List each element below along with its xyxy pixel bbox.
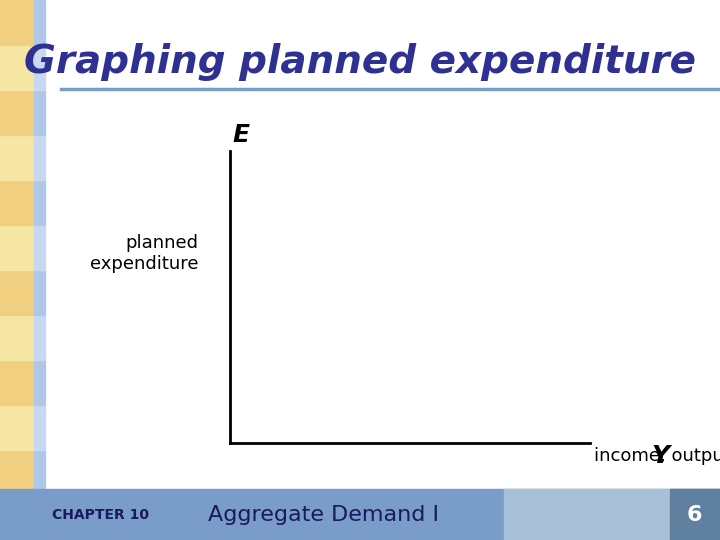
Bar xyxy=(0,270,34,315)
Text: Aggregate Demand I: Aggregate Demand I xyxy=(209,504,439,525)
Bar xyxy=(34,225,45,270)
Bar xyxy=(34,45,45,90)
Bar xyxy=(34,90,45,135)
Bar xyxy=(504,489,720,540)
Bar xyxy=(0,360,34,405)
Bar xyxy=(0,405,34,450)
Text: income, output,: income, output, xyxy=(594,447,720,465)
Text: Graphing planned expenditure: Graphing planned expenditure xyxy=(24,43,696,81)
Bar xyxy=(0,0,34,45)
Bar xyxy=(34,450,45,495)
Bar xyxy=(0,495,34,540)
Text: 6: 6 xyxy=(687,504,703,525)
Bar xyxy=(670,489,720,540)
Bar xyxy=(0,225,34,270)
Text: Y: Y xyxy=(652,444,670,468)
Text: planned
expenditure: planned expenditure xyxy=(89,234,198,273)
Bar xyxy=(34,0,45,45)
Bar xyxy=(0,180,34,225)
Bar xyxy=(34,360,45,405)
Bar xyxy=(0,135,34,180)
Bar xyxy=(0,45,34,90)
Bar xyxy=(34,315,45,360)
Text: E: E xyxy=(233,123,250,147)
Bar xyxy=(34,405,45,450)
Bar xyxy=(34,495,45,540)
Bar xyxy=(0,450,34,495)
Bar xyxy=(0,315,34,360)
Bar xyxy=(0,489,720,540)
Bar xyxy=(0,90,34,135)
Bar xyxy=(34,270,45,315)
Bar xyxy=(34,180,45,225)
Text: CHAPTER 10: CHAPTER 10 xyxy=(53,508,149,522)
Bar xyxy=(61,43,720,497)
Bar xyxy=(34,135,45,180)
